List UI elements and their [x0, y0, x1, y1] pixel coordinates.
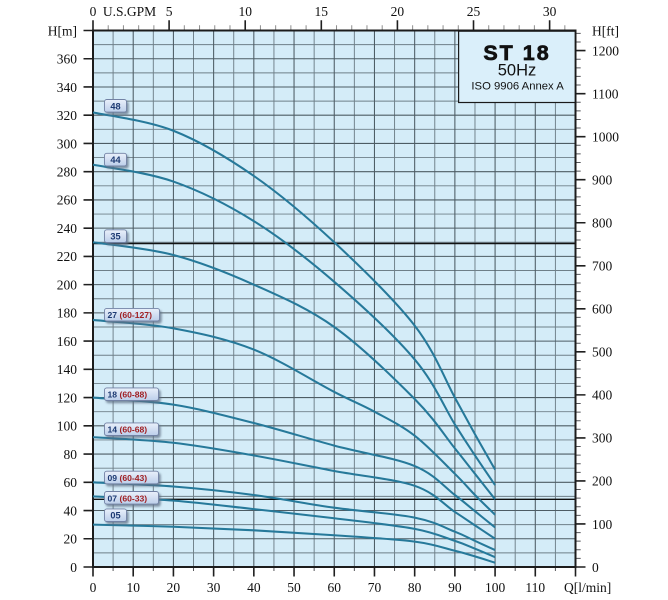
svg-text:200: 200: [57, 277, 78, 292]
svg-text:300: 300: [592, 431, 613, 446]
svg-text:0: 0: [70, 560, 77, 575]
svg-text:10: 10: [238, 4, 252, 19]
svg-text:Q[l/min]: Q[l/min]: [564, 580, 611, 595]
svg-text:220: 220: [57, 249, 78, 264]
svg-text:20: 20: [391, 4, 405, 19]
svg-text:30: 30: [207, 580, 221, 595]
svg-text:40: 40: [64, 503, 78, 518]
svg-text:10: 10: [126, 580, 140, 595]
svg-text:25: 25: [467, 4, 481, 19]
svg-text:0: 0: [592, 560, 599, 575]
svg-text:ISO 9906 Annex A: ISO 9906 Annex A: [471, 80, 564, 92]
svg-text:70: 70: [368, 580, 382, 595]
svg-text:200: 200: [592, 474, 613, 489]
svg-text:140: 140: [57, 362, 78, 377]
svg-text:15: 15: [315, 4, 329, 19]
svg-text:800: 800: [592, 216, 613, 231]
svg-text:340: 340: [57, 80, 78, 95]
svg-text:5: 5: [166, 4, 173, 19]
svg-text:40: 40: [247, 580, 261, 595]
svg-text:50: 50: [287, 580, 301, 595]
svg-text:18 (60-88): 18 (60-88): [108, 390, 148, 400]
svg-text:180: 180: [57, 306, 78, 321]
svg-text:80: 80: [408, 580, 422, 595]
svg-text:07 (60-33): 07 (60-33): [108, 493, 148, 503]
svg-text:1100: 1100: [592, 86, 619, 101]
svg-text:ST 18: ST 18: [483, 41, 550, 65]
svg-text:600: 600: [592, 302, 613, 317]
svg-text:100: 100: [592, 517, 613, 532]
svg-text:0: 0: [90, 4, 97, 19]
svg-text:80: 80: [64, 447, 78, 462]
svg-text:280: 280: [57, 164, 78, 179]
svg-text:360: 360: [57, 52, 78, 67]
svg-text:44: 44: [110, 155, 121, 165]
svg-text:160: 160: [57, 334, 78, 349]
svg-text:H[m]: H[m]: [48, 23, 77, 38]
svg-text:48: 48: [110, 101, 120, 111]
svg-text:14 (60-68): 14 (60-68): [108, 425, 148, 435]
svg-text:20: 20: [64, 532, 78, 547]
svg-text:50Hz: 50Hz: [498, 62, 537, 80]
svg-text:60: 60: [64, 475, 78, 490]
svg-text:100: 100: [485, 580, 506, 595]
svg-text:1200: 1200: [592, 43, 619, 58]
svg-text:400: 400: [592, 388, 613, 403]
svg-text:90: 90: [448, 580, 462, 595]
svg-text:240: 240: [57, 221, 78, 236]
svg-text:1000: 1000: [592, 129, 619, 144]
svg-text:60: 60: [328, 580, 342, 595]
svg-text:700: 700: [592, 259, 613, 274]
svg-text:05: 05: [110, 511, 120, 521]
svg-text:120: 120: [57, 390, 78, 405]
svg-text:300: 300: [57, 136, 78, 151]
svg-text:H[ft]: H[ft]: [592, 23, 619, 38]
svg-text:U.S.GPM: U.S.GPM: [103, 4, 156, 19]
svg-text:320: 320: [57, 108, 78, 123]
svg-text:900: 900: [592, 173, 613, 188]
svg-text:09 (60-43): 09 (60-43): [108, 473, 148, 483]
svg-text:30: 30: [543, 4, 557, 19]
svg-text:35: 35: [110, 232, 120, 242]
svg-text:0: 0: [90, 580, 97, 595]
svg-text:500: 500: [592, 345, 613, 360]
svg-text:100: 100: [57, 419, 78, 434]
svg-text:27 (60-127): 27 (60-127): [108, 310, 153, 320]
svg-text:20: 20: [167, 580, 181, 595]
svg-text:260: 260: [57, 193, 78, 208]
svg-text:110: 110: [525, 580, 545, 595]
